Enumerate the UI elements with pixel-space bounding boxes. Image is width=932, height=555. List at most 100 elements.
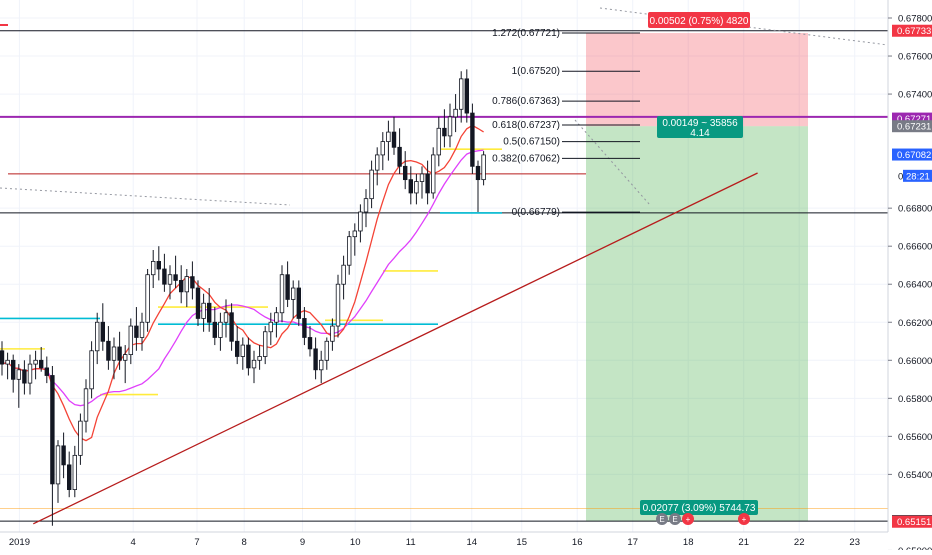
- candle-down-body: [22, 369, 27, 384]
- entry-label-line1: 0.00149 ~ 35856: [662, 118, 738, 129]
- candle-up-body: [218, 321, 223, 338]
- candle-down-body: [61, 445, 66, 466]
- time-tick-label: 10: [350, 537, 361, 548]
- candle: [296, 280, 301, 327]
- target-label: 0.02077 (3.09%) 5744.73: [643, 503, 756, 514]
- candle: [358, 204, 363, 243]
- candle-up-body: [352, 230, 357, 238]
- candle-down-body: [246, 344, 251, 369]
- candle-up-body: [123, 354, 128, 361]
- dotted-trendline: [574, 119, 651, 206]
- price-tick-label: 0.66200: [898, 318, 932, 329]
- candle-up-body: [358, 211, 363, 232]
- candle-up-body: [481, 154, 486, 181]
- candle: [464, 69, 469, 123]
- candle-up-body: [324, 340, 329, 361]
- price-tick-label: 0.66000: [898, 356, 932, 367]
- candle: [425, 160, 430, 205]
- candle: [380, 132, 385, 171]
- candle-up-body: [268, 321, 273, 333]
- candle-down-body: [162, 268, 167, 285]
- fib-level-label: 0.382(0.67062): [492, 153, 560, 164]
- stop-loss-label-box: [648, 12, 750, 28]
- candle: [44, 356, 49, 384]
- candle-down-body: [470, 112, 475, 167]
- candle: [363, 189, 369, 228]
- candle-down-body: [285, 274, 290, 300]
- candle: [386, 120, 391, 161]
- candle: [89, 341, 94, 399]
- candle: [201, 293, 206, 332]
- candle: [83, 379, 89, 433]
- time-tick-label: 4: [131, 537, 136, 548]
- candle: [5, 352, 10, 380]
- take-profit-zone: [586, 126, 808, 522]
- target-label-box: [640, 500, 758, 515]
- economic-event-icon: [738, 513, 750, 525]
- candle: [274, 307, 279, 338]
- candle-up-body: [5, 359, 10, 365]
- candle: [123, 345, 128, 384]
- candle: [341, 255, 346, 300]
- candle: [447, 103, 453, 148]
- candle: [27, 354, 33, 395]
- time-tick-label: 15: [516, 537, 527, 548]
- candle-up-body: [279, 274, 285, 314]
- time-tick-label: 9: [300, 537, 305, 548]
- fib-level-label: 0.5(0.67150): [503, 137, 560, 148]
- price-tick-label: 0.65800: [898, 394, 932, 405]
- candle-up-body: [83, 388, 89, 422]
- candle: [206, 288, 212, 332]
- fib-level-label: 0.786(0.67363): [492, 96, 560, 107]
- fib-level-label: 0.618(0.67237): [492, 120, 560, 131]
- candle-up-body: [78, 420, 83, 456]
- stop-loss-zone: [586, 33, 808, 127]
- candle: [128, 318, 133, 365]
- economic-event-icon: [669, 513, 681, 525]
- candle-down-body: [173, 274, 178, 281]
- price-badge-label: 0.67271: [897, 114, 931, 125]
- candle: [307, 326, 313, 357]
- candle-down-body: [408, 179, 413, 194]
- candle: [318, 350, 324, 384]
- candle-up-body: [95, 321, 100, 352]
- candle: [106, 326, 111, 370]
- candle: [453, 94, 458, 133]
- price-tick-label: 0.65000: [898, 546, 932, 550]
- candle: [352, 223, 357, 256]
- candle-up-body: [363, 198, 369, 213]
- candle-down-body: [464, 78, 469, 114]
- candle-up-body: [184, 276, 189, 293]
- candle-up-body: [453, 108, 458, 118]
- candle: [458, 71, 464, 123]
- time-tick-label: 16: [572, 537, 583, 548]
- candle: [55, 440, 61, 503]
- candle-up-body: [290, 287, 296, 300]
- economic-event-icon: [682, 513, 694, 525]
- candle: [100, 303, 105, 351]
- trendline: [33, 172, 758, 525]
- entry-label-line2: 4.14: [690, 128, 710, 139]
- price-tick-label: 0.67400: [898, 90, 932, 101]
- candle: [195, 280, 201, 327]
- fib-level-label: 0(0.66779): [512, 207, 560, 218]
- candle: [402, 151, 408, 190]
- event-icon-glyph: E: [659, 515, 664, 524]
- candle: [279, 265, 285, 323]
- candle-up-body: [369, 169, 374, 200]
- price-tick-label: 0.65600: [898, 432, 932, 443]
- candle: [408, 166, 413, 205]
- candle: [139, 312, 145, 351]
- candle: [475, 160, 481, 212]
- candle-down-body: [50, 375, 55, 485]
- candle: [430, 147, 436, 199]
- candle: [268, 312, 273, 346]
- candle-down-body: [117, 346, 122, 361]
- candle-up-body: [318, 359, 324, 371]
- fib-level-label: 1.272(0.67721): [492, 28, 560, 39]
- candle-up-body: [374, 154, 380, 171]
- candle: [50, 365, 55, 526]
- candle-up-body: [386, 131, 391, 143]
